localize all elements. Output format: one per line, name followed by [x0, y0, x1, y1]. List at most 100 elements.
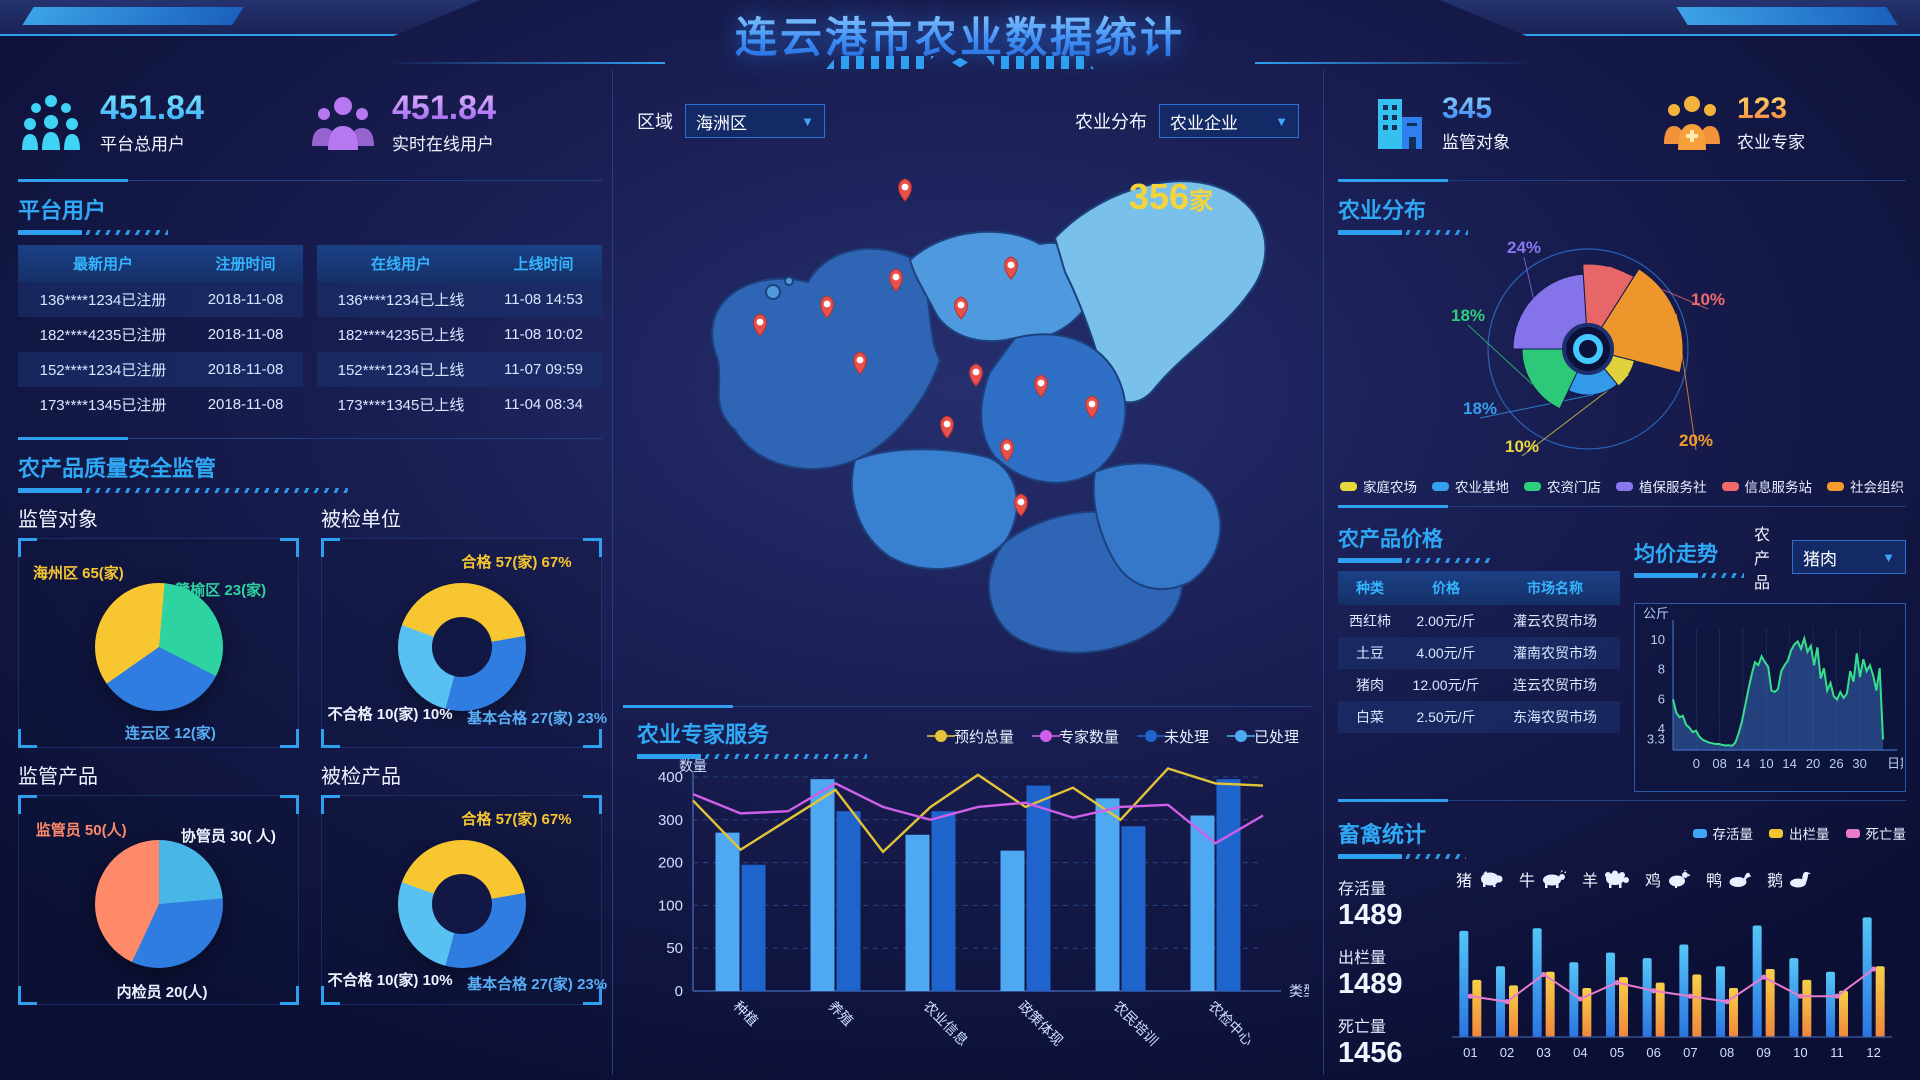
- experts-icon: [1664, 96, 1720, 150]
- chart-card-inspected-units: 被检单位 合格 57(家) 67% 不合格 10(家) 10% 基本合格 27(家)…: [321, 495, 607, 748]
- animal-tab-duck[interactable]: 鸭: [1706, 867, 1752, 891]
- users-group-icon: [22, 95, 80, 150]
- svg-text:4: 4: [1658, 721, 1665, 736]
- title-underline: [1338, 230, 1468, 235]
- pie-label: 基本合格 27(家) 23%: [467, 710, 608, 728]
- section-title-price-table: 农产品价格: [1338, 523, 1624, 563]
- legend-item[interactable]: 未处理: [1136, 726, 1209, 747]
- legend-item[interactable]: 已处理: [1226, 726, 1299, 747]
- pie-graphic[interactable]: [397, 583, 526, 712]
- sheep-label: 羊: [1582, 873, 1599, 890]
- svg-text:09: 09: [1756, 1045, 1770, 1060]
- legend-item[interactable]: 家庭农场: [1340, 476, 1417, 496]
- table-row: 173****1345已注册 2018-11-08: [39, 396, 284, 414]
- product-select-value: 猪肉: [1803, 549, 1837, 569]
- svg-text:01: 01: [1463, 1045, 1477, 1060]
- table-row: 西红柿 2.00元/斤 灌云农贸市场: [1349, 613, 1597, 629]
- dead-value: 1456: [1338, 1037, 1403, 1069]
- header-left-wing-decoration: [0, 0, 480, 36]
- legend-swatch-icon: [1721, 481, 1739, 491]
- divider: [623, 705, 1313, 708]
- legend-item[interactable]: 死亡量: [1845, 823, 1906, 843]
- livestock-stats: 存活量 1489 出栏量 1489 死亡量 1456: [1338, 863, 1442, 1074]
- stat-agri-experts: 123人 农业专家: [1617, 93, 1906, 153]
- price-section: 农产品价格 种类 价格 市场名称 西红柿 2.00元/斤 灌云农贸市场 土豆 4.00元/斤灌…: [1338, 511, 1913, 792]
- svg-text:30: 30: [1852, 756, 1866, 771]
- legend-swatch-icon: [1432, 481, 1449, 491]
- animal-tab-pig[interactable]: 猪: [1456, 867, 1503, 891]
- legend-item[interactable]: 预约总量: [926, 726, 1014, 747]
- animal-tab-sheep[interactable]: 羊: [1582, 867, 1630, 891]
- divider: [1338, 505, 1906, 508]
- legend-item[interactable]: 农资门店: [1524, 476, 1601, 496]
- product-select[interactable]: 猪肉 ▼: [1792, 540, 1906, 574]
- legend-item[interactable]: 信息服务站: [1721, 476, 1812, 496]
- city-map[interactable]: [623, 140, 1313, 702]
- animal-tab-cow[interactable]: 牛: [1519, 867, 1567, 891]
- pie-graphic[interactable]: [94, 583, 223, 712]
- region-select[interactable]: 海洲区 ▼: [685, 104, 825, 138]
- svg-text:14: 14: [1736, 756, 1750, 771]
- quality-chart-grid: 监管对象 海州区 65(家) 赣榆区 23(家) 连云区 12(家) 被检单位 合格…: [18, 495, 607, 1005]
- svg-text:10%: 10%: [1505, 437, 1539, 456]
- corner-bracket: [18, 729, 37, 748]
- legend-swatch-icon: [1845, 828, 1860, 838]
- svg-text:04: 04: [1573, 1045, 1587, 1060]
- pie-graphic[interactable]: [397, 840, 526, 969]
- corner-bracket: [18, 795, 37, 814]
- svg-text:14: 14: [1782, 756, 1796, 771]
- chart-card-supervision-products: 监管产品 监管员 50(人) 协管员 30( 人) 内检员 20(人): [18, 752, 299, 1005]
- column-header: 市场名称: [1490, 571, 1620, 605]
- inspected-products-donut-chart: 合格 57(家) 67% 不合格 10(家) 10% 基本合格 27(家) 23%: [321, 795, 607, 1005]
- header-right-wing-decoration: [1440, 0, 1920, 36]
- column-header: 在线用户: [317, 245, 485, 282]
- svg-text:10: 10: [1759, 756, 1773, 771]
- legend-item[interactable]: 存活量: [1692, 823, 1753, 843]
- legend-dot-icon: [926, 730, 955, 742]
- pie-label: 海州区 65(家): [32, 564, 124, 582]
- section-title-expert-service: 农业专家服务: [637, 717, 867, 759]
- livestock-body: 存活量 1489 出栏量 1489 死亡量 1456 猪 牛: [1338, 863, 1906, 1074]
- legend-item[interactable]: 社会组织: [1827, 476, 1904, 496]
- table-row: 152****1234已上线 11-07 09:59: [317, 352, 602, 387]
- online-users-unit: 万: [496, 102, 516, 125]
- animal-tab-goose[interactable]: 鹅: [1767, 867, 1812, 891]
- legend-item[interactable]: 植保服务社: [1616, 476, 1707, 496]
- right-stats-row: 345家 监管对象 123: [1338, 70, 1906, 176]
- svg-text:3.3: 3.3: [1647, 732, 1665, 747]
- legend-item[interactable]: 出栏量: [1769, 823, 1830, 843]
- svg-text:07: 07: [1683, 1045, 1697, 1060]
- pie-graphic[interactable]: [94, 840, 223, 969]
- experts-count-value: 123: [1737, 92, 1788, 126]
- svg-text:0: 0: [1693, 756, 1700, 771]
- stat-supervision-objects: 345家 监管对象: [1338, 93, 1617, 153]
- animal-tab-chicken[interactable]: 鸡: [1645, 867, 1691, 891]
- svg-text:08: 08: [1720, 1045, 1734, 1060]
- distribution-select[interactable]: 农业企业 ▼: [1159, 104, 1299, 138]
- chicken-label: 鸡: [1645, 873, 1662, 890]
- pie-label: 协管员 30( 人): [180, 828, 276, 846]
- livestock-chart-block: 猪 牛 羊 鸡: [1446, 863, 1906, 1074]
- platform-user-tables: 最新用户 注册时间 136****1234已注册 2018-11-08 182****4…: [18, 245, 602, 422]
- legend-label: 未处理: [1163, 728, 1209, 746]
- livestock-header: 畜禽统计 存活量 出栏量 死亡量: [1338, 805, 1906, 861]
- divider: [1338, 799, 1906, 802]
- pie-label: 合格 57(家) 67%: [461, 811, 572, 829]
- chart-card-title: 被检单位: [321, 509, 401, 531]
- legend-item[interactable]: 农业基地: [1432, 476, 1509, 496]
- duck-icon: [1729, 872, 1752, 887]
- expert-service-header: 农业专家服务 预约总量 专家数量 未处理 已处理: [637, 713, 1299, 759]
- legend-label: 专家数量: [1058, 728, 1119, 746]
- table-row: 182****4235已注册 2018-11-08: [39, 326, 284, 344]
- distribution-label: 农业分布: [1075, 112, 1147, 132]
- svg-text:政策体现: 政策体现: [1015, 998, 1066, 1049]
- svg-text:10: 10: [1793, 1045, 1807, 1060]
- svg-text:05: 05: [1610, 1045, 1624, 1060]
- price-table-block: 农产品价格 种类 价格 市场名称 西红柿 2.00元/斤 灌云农贸市场 土豆 4.00元/斤灌…: [1338, 511, 1624, 792]
- legend-item[interactable]: 专家数量: [1031, 726, 1119, 747]
- svg-text:农民培训: 农民培训: [1110, 998, 1161, 1049]
- svg-text:20%: 20%: [1679, 431, 1713, 450]
- online-table: 在线用户 上线时间 136****1234已上线 11-08 14:53 182****…: [317, 245, 602, 422]
- price-table: 种类 价格 市场名称 西红柿 2.00元/斤 灌云农贸市场 土豆 4.00元/斤 灌南农贸市场猪…: [1338, 571, 1620, 733]
